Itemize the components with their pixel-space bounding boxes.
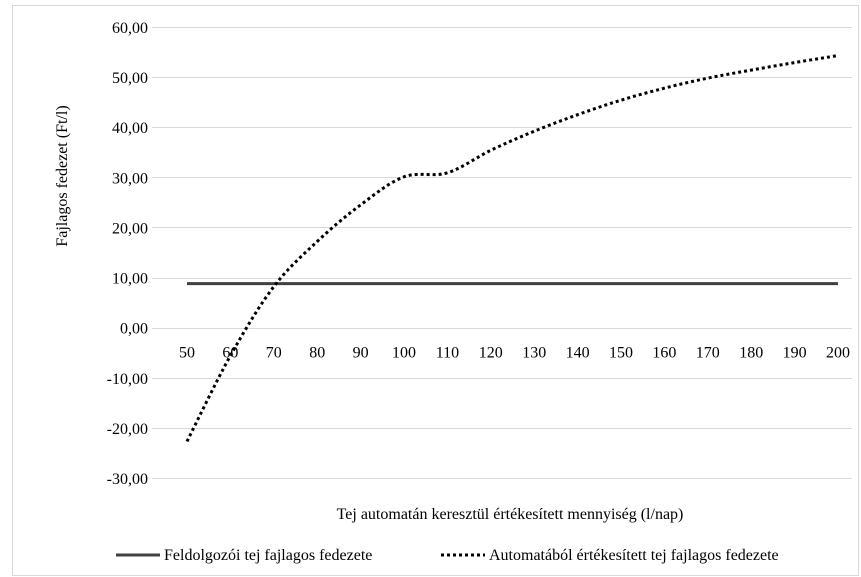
y-tick-label: 30,00 [112,170,148,187]
y-tick-label: 40,00 [112,120,148,137]
y-tick-label: -30,00 [107,471,148,488]
x-tick-label: 80 [309,345,325,362]
y-tick-label: 10,00 [112,271,148,288]
x-tick-label: 160 [652,345,676,362]
x-tick-label: 100 [392,345,416,362]
y-axis-title: Fajlagos fedezet (Ft/l) [54,105,71,246]
y-tick-label: 60,00 [112,20,148,37]
y-tick-label: -10,00 [107,371,148,388]
gridlines [152,27,852,479]
x-axis-ticks: 50 60 70 80 90 100 110 120 130 140 150 160 170 180 190… [179,345,850,362]
y-axis-ticks: 60,00 50,00 40,00 30,00 20,00 10,00 0,00 -10,00… [107,20,148,488]
x-tick-label: 90 [353,345,369,362]
y-tick-label: 50,00 [112,70,148,87]
x-tick-label: 120 [479,345,503,362]
x-tick-label: 50 [179,345,195,362]
x-tick-label: 170 [696,345,720,362]
x-tick-label: 150 [609,345,633,362]
x-tick-label: 70 [266,345,282,362]
chart-frame [12,5,859,576]
series-lines [185,54,839,443]
x-tick-label: 190 [783,345,807,362]
y-tick-label: 0,00 [120,321,148,338]
legend-label: Feldolgozói tej fajlagos fedezete [164,547,372,564]
legend-label: Automatából értékesített tej fajlagos fe… [489,547,779,564]
series-line [185,54,839,443]
x-tick-label: 200 [826,345,850,362]
y-tick-label: 20,00 [112,220,148,237]
legend: Feldolgozói tej fajlagos fedezete Automat… [116,547,779,564]
x-tick-label: 180 [739,345,763,362]
y-tick-label: -20,00 [107,421,148,438]
x-tick-label: 130 [522,345,546,362]
x-tick-label: 110 [436,345,459,362]
x-tick-label: 140 [566,345,590,362]
x-axis-title: Tej automatán keresztül értékesített men… [337,506,684,523]
